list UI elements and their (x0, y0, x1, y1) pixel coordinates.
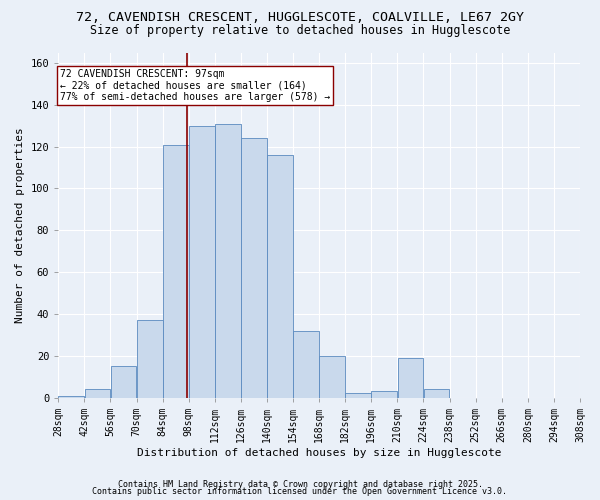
Bar (267, 155, 293, 398)
Bar (371, 392, 397, 398)
Bar (241, 138, 267, 398)
Text: Size of property relative to detached houses in Hugglescote: Size of property relative to detached ho… (90, 24, 510, 37)
X-axis label: Distribution of detached houses by size in Hugglescote: Distribution of detached houses by size … (137, 448, 502, 458)
Bar (319, 356, 345, 398)
Bar (346, 394, 371, 398)
Bar (398, 358, 424, 398)
Text: Contains public sector information licensed under the Open Government Licence v3: Contains public sector information licen… (92, 488, 508, 496)
Bar (163, 144, 188, 398)
Bar (58, 396, 84, 398)
Bar (137, 320, 163, 398)
Bar (85, 390, 110, 398)
Bar (189, 126, 215, 398)
Bar (110, 366, 136, 398)
Text: 72 CAVENDISH CRESCENT: 97sqm
← 22% of detached houses are smaller (164)
77% of s: 72 CAVENDISH CRESCENT: 97sqm ← 22% of de… (60, 69, 331, 102)
Text: 72, CAVENDISH CRESCENT, HUGGLESCOTE, COALVILLE, LE67 2GY: 72, CAVENDISH CRESCENT, HUGGLESCOTE, COA… (76, 11, 524, 24)
Bar (293, 330, 319, 398)
Bar (215, 124, 241, 398)
Y-axis label: Number of detached properties: Number of detached properties (15, 127, 25, 323)
Text: Contains HM Land Registry data © Crown copyright and database right 2025.: Contains HM Land Registry data © Crown c… (118, 480, 482, 489)
Bar (424, 390, 449, 398)
